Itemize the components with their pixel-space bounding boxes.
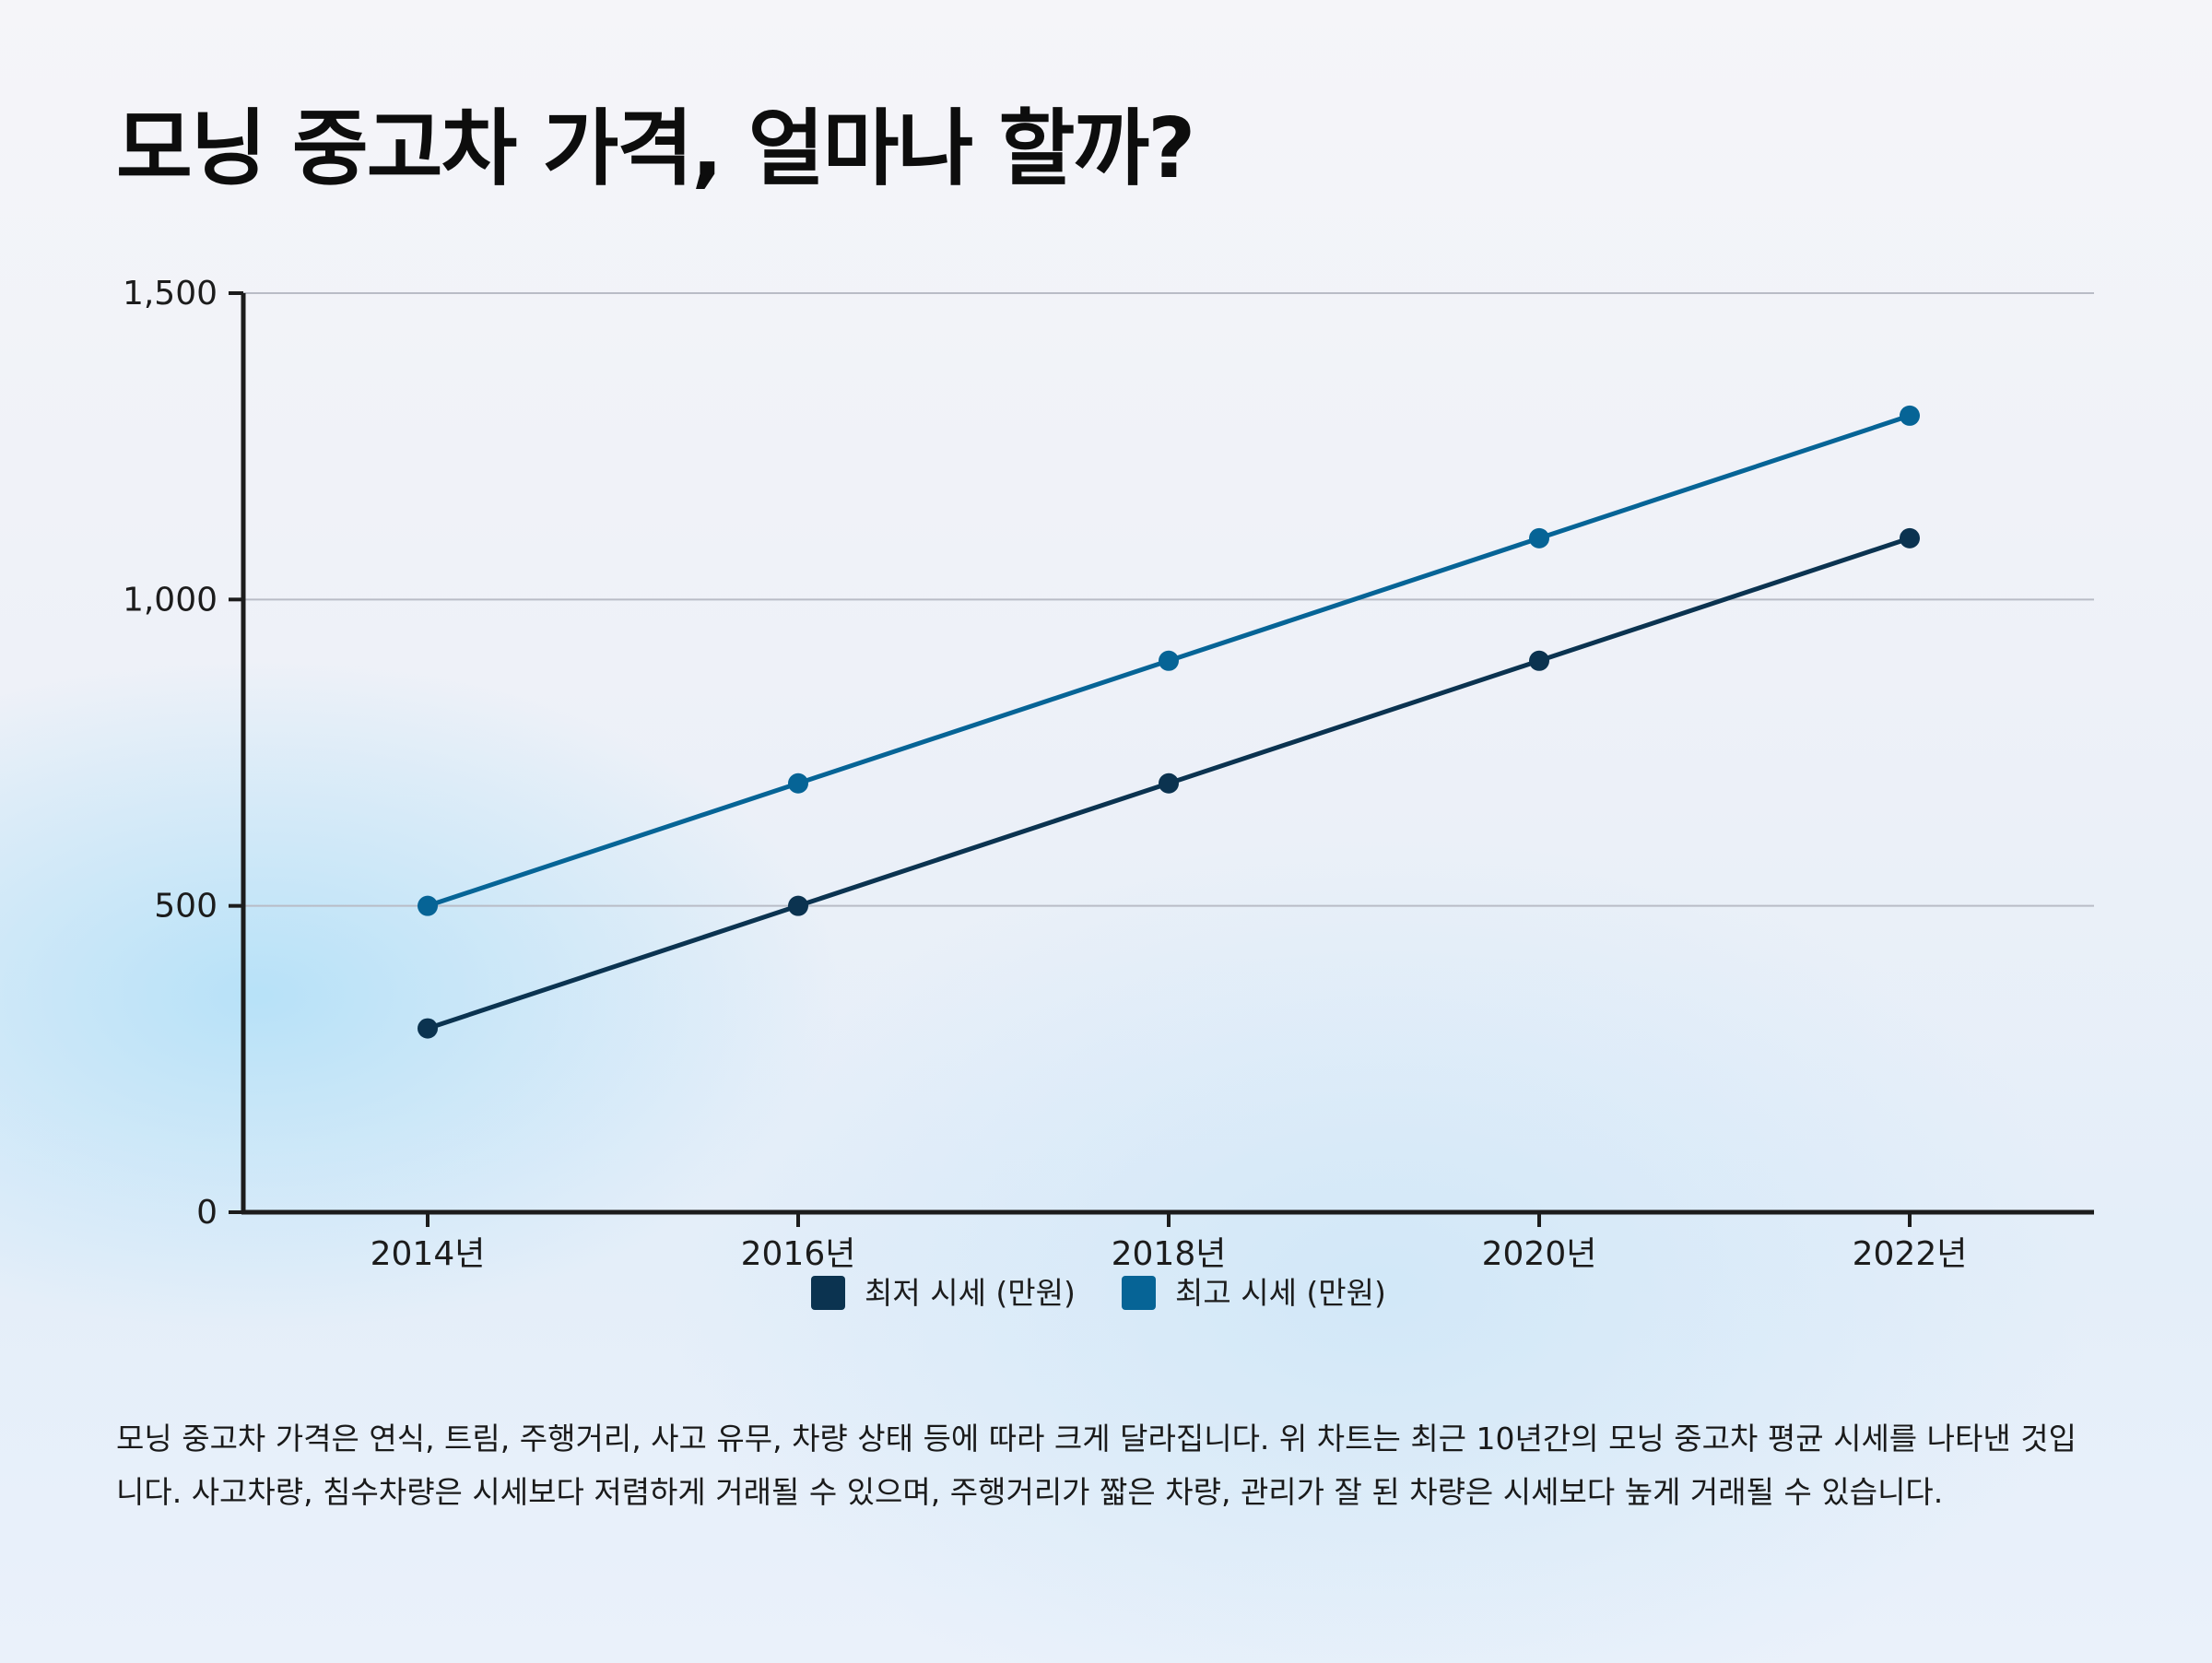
legend-swatch-1 [1122, 1276, 1156, 1310]
gridlines [243, 292, 2094, 907]
legend-item-0[interactable]: 최저 시세 (만원) [811, 1275, 1076, 1311]
legend-label-1: 최고 시세 (만원) [1175, 1275, 1386, 1311]
data-point-s0-2 [1159, 773, 1179, 794]
legend-item-1[interactable]: 최고 시세 (만원) [1122, 1275, 1386, 1311]
data-point-s0-4 [1900, 527, 1920, 548]
data-point-s0-0 [418, 1018, 438, 1039]
data-point-s0-3 [1529, 650, 1549, 671]
axes: 0 500 1,000 1,500 2014년 2016년 2018년 2020년 2022년 [123, 275, 2094, 1273]
data-point-s1-4 [1900, 405, 1920, 426]
x-tick-label-0: 2014년 [371, 1235, 486, 1273]
x-tick-label-4: 2022년 [1853, 1235, 1968, 1273]
data-point-s0-1 [788, 895, 808, 916]
data-point-s1-3 [1529, 527, 1549, 548]
y-tick-label-500: 500 [154, 888, 218, 926]
chart-description: 모닝 중고차 가격은 연식, 트림, 주행거리, 사고 유무, 차량 상태 등에… [116, 1421, 2077, 1510]
legend[interactable]: 최저 시세 (만원) 최고 시세 (만원) [811, 1275, 1386, 1311]
data-point-s1-0 [418, 895, 438, 916]
x-tick-label-1: 2016년 [741, 1235, 856, 1273]
series-lines [418, 405, 1920, 1039]
y-tick-label-1000: 1,000 [123, 581, 218, 619]
page-title: 모닝 중고차 가격, 얼마나 할까? [116, 100, 1195, 197]
y-tick-label-1500: 1,500 [123, 275, 218, 313]
data-point-s1-1 [788, 773, 808, 794]
y-tick-label-0: 0 [196, 1194, 218, 1232]
data-point-s1-2 [1159, 650, 1179, 671]
legend-label-0: 최저 시세 (만원) [865, 1275, 1076, 1311]
x-tick-label-3: 2020년 [1482, 1235, 1597, 1273]
x-tick-label-2: 2018년 [1112, 1235, 1227, 1273]
legend-swatch-0 [811, 1276, 845, 1310]
